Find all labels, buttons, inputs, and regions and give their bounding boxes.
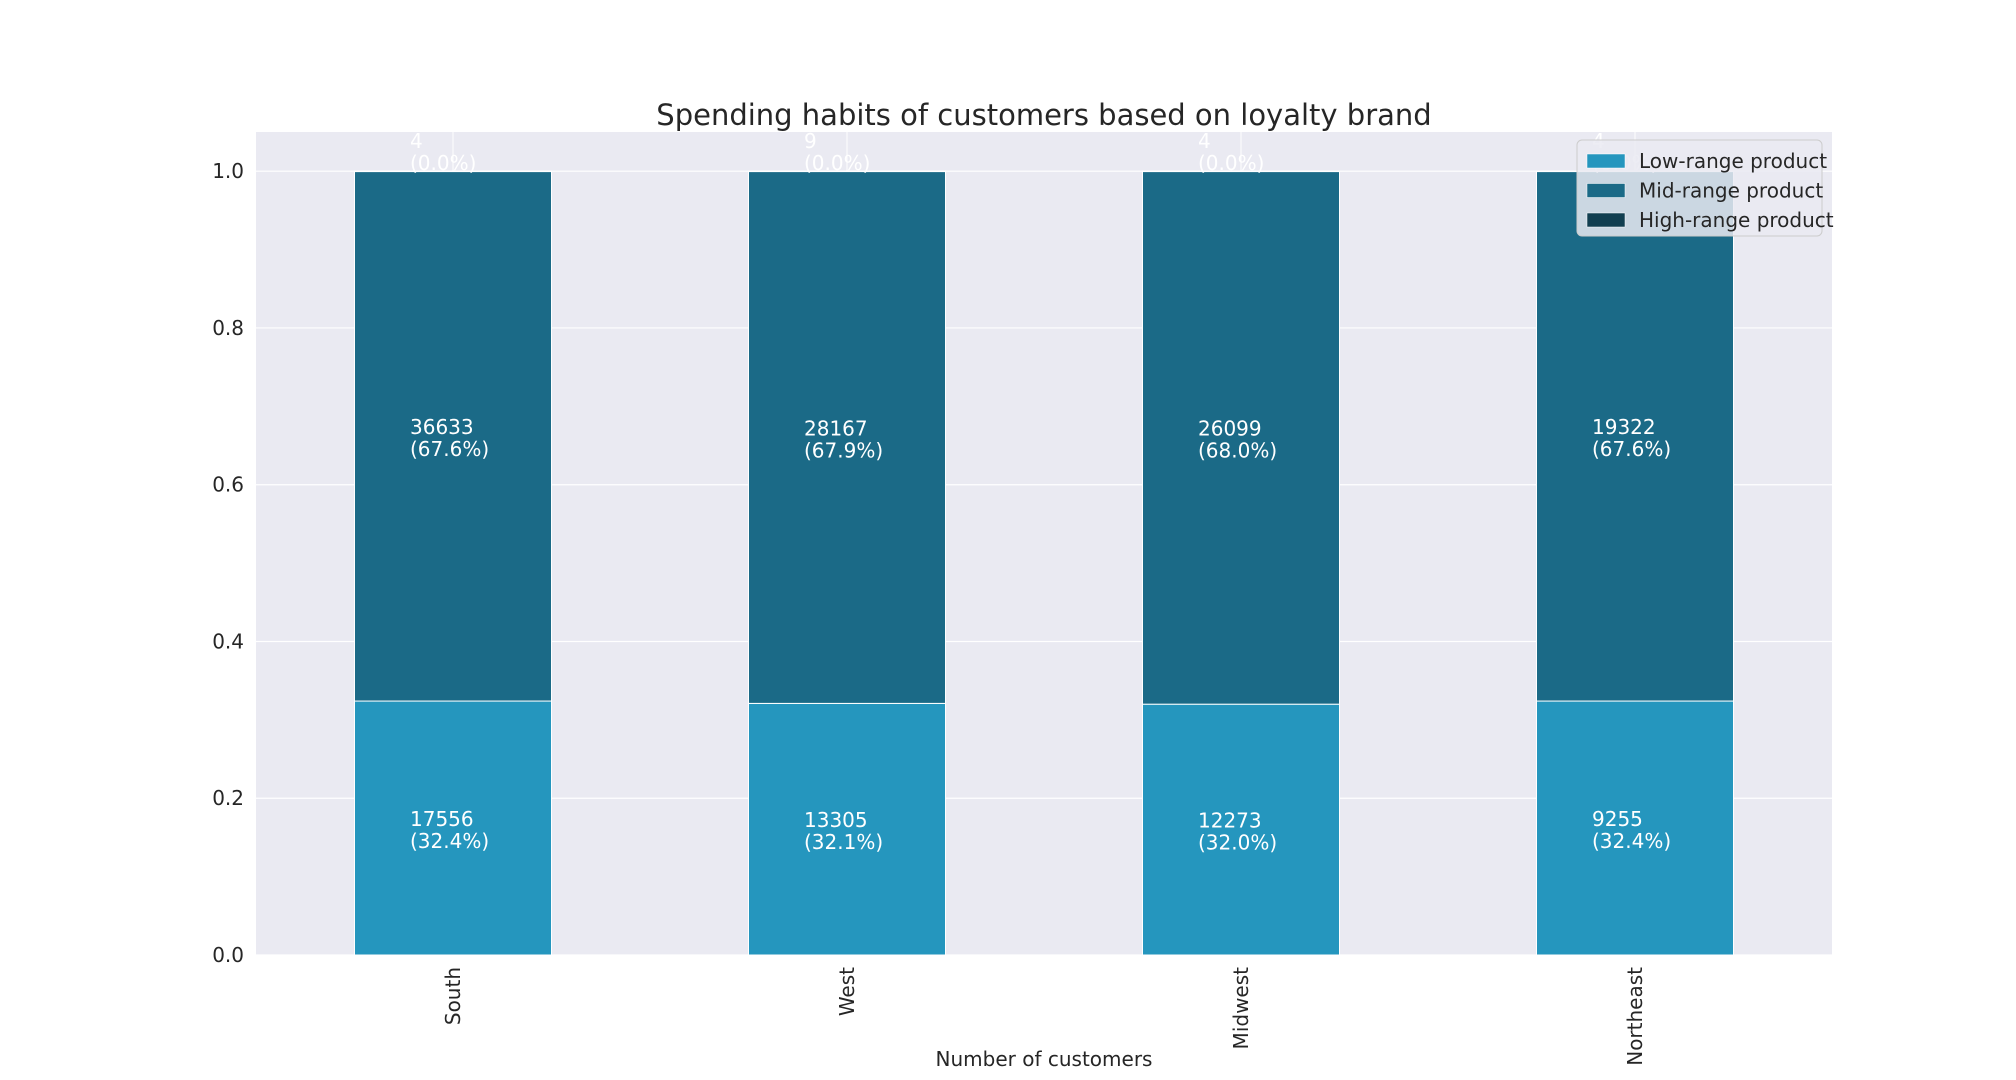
segment-percent-label: (0.0%) <box>804 151 870 175</box>
segment-count-label: 12273 <box>1198 809 1262 833</box>
y-tick-label: 0.0 <box>212 943 244 967</box>
segment-count-label: 4 <box>1198 129 1211 153</box>
segment-percent-label: (32.4%) <box>1592 829 1671 853</box>
segment-percent-label: (0.0%) <box>1198 151 1264 175</box>
segment-count-label: 17556 <box>410 807 474 831</box>
segment-count-label: 36633 <box>410 415 474 439</box>
x-tick-label: Northeast <box>1623 967 1647 1066</box>
y-axis-ticks: 0.0 0.2 0.4 0.6 0.8 1.0 <box>212 159 244 967</box>
y-tick-label: 0.8 <box>212 316 244 340</box>
x-axis-ticks: South West Midwest Northeast <box>441 967 1647 1066</box>
y-tick-label: 1.0 <box>212 159 244 183</box>
legend-entry[interactable]: Low-range product <box>1639 149 1827 173</box>
bar-northeast-mid-range-product <box>1536 170 1734 702</box>
segment-percent-label: (67.6%) <box>410 437 489 461</box>
legend-swatch <box>1586 212 1626 228</box>
x-axis-label: Number of customers <box>936 1047 1153 1071</box>
legend-box <box>1576 139 1823 237</box>
bar-west-mid-range-product <box>748 170 946 704</box>
bar-south-low-range-product <box>354 700 552 956</box>
y-tick-label: 0.6 <box>212 473 244 497</box>
legend-entry[interactable]: Mid-range product <box>1639 179 1823 203</box>
segment-percent-label: (0.0%) <box>410 151 476 175</box>
segment-percent-label: (67.9%) <box>804 438 883 462</box>
segment-percent-label: (67.6%) <box>1592 437 1671 461</box>
bar-south-mid-range-product <box>354 170 552 702</box>
bar-west-low-range-product <box>748 702 946 956</box>
segment-percent-label: (32.0%) <box>1198 831 1277 855</box>
legend[interactable]: Low-range product Mid-range product High-r… <box>1576 139 1834 237</box>
segment-count-label: 13305 <box>804 808 868 832</box>
segment-percent-label: (32.4%) <box>410 829 489 853</box>
x-tick-label: South <box>441 967 465 1025</box>
y-tick-label: 0.4 <box>212 629 244 653</box>
chart-title: Spending habits of customers based on lo… <box>656 98 1431 132</box>
segment-percent-label: (68.0%) <box>1198 439 1277 463</box>
segment-percent-label: (32.1%) <box>804 830 883 854</box>
bars <box>354 170 1734 956</box>
segment-count-label: 4 <box>410 129 423 153</box>
legend-swatch <box>1586 153 1626 169</box>
x-tick-label: West <box>835 967 859 1016</box>
bar-northeast-low-range-product <box>1536 700 1734 956</box>
segment-count-label: 26099 <box>1198 417 1262 441</box>
bar-midwest-mid-range-product <box>1142 170 1340 705</box>
segment-count-label: 28167 <box>804 416 868 440</box>
x-tick-label: Midwest <box>1229 967 1253 1050</box>
segment-count-label: 19322 <box>1592 415 1656 439</box>
bar-midwest-low-range-product <box>1142 703 1340 956</box>
legend-swatch <box>1586 183 1626 198</box>
segment-count-label: 9255 <box>1592 807 1643 831</box>
y-tick-label: 0.2 <box>212 786 244 810</box>
segment-count-label: 9 <box>804 129 817 153</box>
legend-entry[interactable]: High-range product <box>1639 208 1834 232</box>
